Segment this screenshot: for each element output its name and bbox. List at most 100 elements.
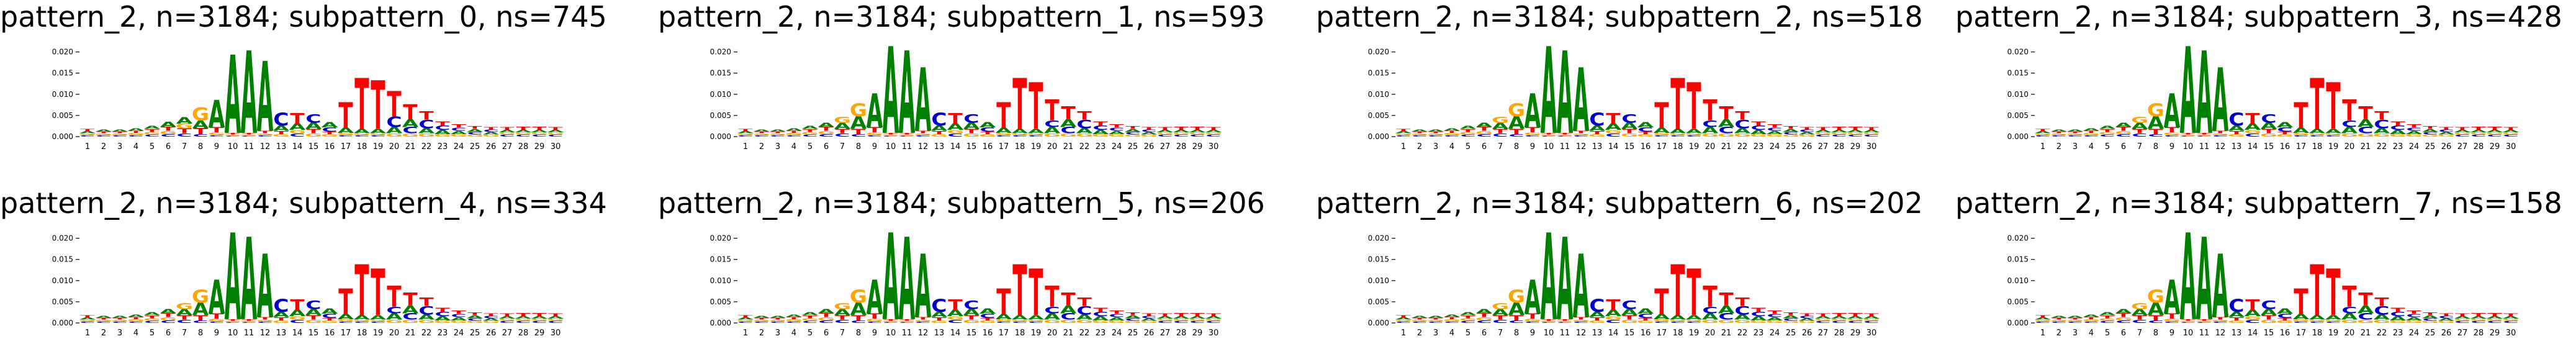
x-tick-label: 27 xyxy=(1818,329,1829,338)
logo-letter-G: G xyxy=(1060,132,1077,138)
logo-letter-T: T xyxy=(258,130,272,134)
logo-letter-G: G xyxy=(224,134,241,136)
logo-letter-T: T xyxy=(1654,96,1669,136)
logo-letter-C: C xyxy=(160,320,176,324)
logo-letter-A: A xyxy=(1028,314,1045,321)
logo-letter-A: A xyxy=(867,84,883,138)
y-tick-label: 0.000 xyxy=(710,319,731,327)
logo-letter-T: T xyxy=(1541,132,1556,135)
x-tick-label: 20 xyxy=(1705,329,1716,338)
x-tick-label: 18 xyxy=(1673,142,1683,152)
x-tick-label: 7 xyxy=(840,329,845,338)
x-tick-label: 8 xyxy=(1514,329,1519,338)
logo-letter-G: G xyxy=(385,319,403,324)
logo-letter-C: C xyxy=(128,320,143,323)
logo-letter-T: T xyxy=(1751,307,1765,314)
logo-letter-G: G xyxy=(2389,320,2407,324)
logo-letter-A: A xyxy=(2035,317,2051,320)
logo-letter-G: G xyxy=(2454,318,2471,322)
logo-letter-A: A xyxy=(1670,128,1687,135)
x-tick-label: 11 xyxy=(1560,142,1570,152)
logo-letter-A: A xyxy=(2228,311,2245,319)
logo-letter-C: C xyxy=(2132,132,2147,138)
logo-letter-G: G xyxy=(1124,134,1142,138)
logo-letter-C: C xyxy=(1557,135,1572,137)
logo-letter-G: G xyxy=(1669,319,1687,322)
logo-letter-C: C xyxy=(2180,135,2195,137)
logo-letter-T: T xyxy=(1396,129,1411,132)
logo-letter-C: C xyxy=(1428,134,1443,137)
logo-letter-G: G xyxy=(979,320,996,324)
logo-panel-5: pattern_2, n=3184; subpattern_5, ns=206 … xyxy=(658,186,1279,354)
x-tick-label: 17 xyxy=(341,329,351,338)
logo-letter-A: A xyxy=(2115,122,2132,129)
logo-letter-T: T xyxy=(322,317,337,322)
logo-letter-G: G xyxy=(963,319,980,324)
x-tick-label: 25 xyxy=(2425,329,2436,338)
logo-letter-G: G xyxy=(737,133,754,135)
x-tick-label: 1 xyxy=(1401,142,1406,152)
x-tick-label: 2 xyxy=(759,329,764,338)
logo-letter-G: G xyxy=(2438,320,2455,324)
logo-letter-C: C xyxy=(2358,312,2373,322)
x-tick-label: 4 xyxy=(133,142,138,152)
y-tick-label: 0.020 xyxy=(52,48,73,57)
logo-letter-C: C xyxy=(883,135,898,137)
logo-letter-A: A xyxy=(515,315,532,320)
logo-letter-G: G xyxy=(1524,132,1541,136)
logo-letter-C: C xyxy=(2341,119,2357,129)
logo-panel-1: pattern_2, n=3184; subpattern_1, ns=593 … xyxy=(658,0,1279,168)
logo-letter-G: G xyxy=(1156,132,1174,135)
logo-letter-C: C xyxy=(786,320,801,323)
x-tick-label: 26 xyxy=(1802,142,1813,152)
logo-letter-T: T xyxy=(241,319,256,321)
logo-letter-T: T xyxy=(1444,130,1459,134)
logo-letter-T: T xyxy=(451,123,466,129)
logo-letter-A: A xyxy=(547,315,564,320)
x-tick-label: 10 xyxy=(886,329,896,338)
logo-letter-G: G xyxy=(498,132,516,135)
x-tick-label: 18 xyxy=(357,329,367,338)
logo-letter-C: C xyxy=(418,304,434,317)
logo-letter-C: C xyxy=(737,320,753,323)
x-tick-label: 30 xyxy=(551,329,561,338)
logo-letter-T: T xyxy=(1848,312,1862,317)
logo-letter-C: C xyxy=(547,134,563,138)
logo-letter-T: T xyxy=(1622,314,1636,321)
y-tick-label: 0.010 xyxy=(710,276,731,285)
logo-letter-T: T xyxy=(354,65,369,146)
logo-letter-A: A xyxy=(1718,304,1735,315)
logo-letter-G: G xyxy=(2421,134,2439,138)
logo-letter-A: A xyxy=(883,37,899,161)
logo-letter-C: C xyxy=(192,134,208,138)
x-tick-label: 18 xyxy=(2312,142,2323,152)
logo-letter-T: T xyxy=(1396,315,1411,319)
logo-letter-T: T xyxy=(1012,65,1027,146)
logo-letter-T: T xyxy=(867,312,882,320)
logo-letter-A: A xyxy=(241,224,258,346)
x-tick-label: 4 xyxy=(133,329,138,338)
logo-letter-C: C xyxy=(1637,126,1653,133)
logo-letter-C: C xyxy=(1060,125,1076,135)
logo-letter-C: C xyxy=(483,129,498,133)
logo-panel-0: pattern_2, n=3184; subpattern_0, ns=745 … xyxy=(0,0,621,168)
x-tick-label: 6 xyxy=(1482,142,1487,152)
logo-letter-T: T xyxy=(225,132,240,135)
logo-letter-C: C xyxy=(1573,320,1588,323)
logo-letter-T: T xyxy=(2051,131,2066,134)
logo-letter-G: G xyxy=(369,133,387,135)
logo-letter-G: G xyxy=(2373,319,2390,324)
logo-letter-G: G xyxy=(1653,132,1670,136)
logo-letter-C: C xyxy=(802,320,817,324)
logo-letter-C: C xyxy=(963,112,979,125)
logo-letter-A: A xyxy=(2487,315,2503,320)
x-tick-label: 6 xyxy=(1482,329,1487,338)
logo-letter-A: A xyxy=(2422,314,2439,319)
logo-letter-C: C xyxy=(2277,312,2292,319)
logo-letter-G: G xyxy=(1831,318,1848,322)
logo-letter-G: G xyxy=(2179,134,2197,136)
logo-letter-A: A xyxy=(338,313,354,321)
logo-letter-C: C xyxy=(2454,134,2470,138)
logo-letter-G: G xyxy=(1588,134,1606,138)
x-tick-label: 16 xyxy=(325,142,335,152)
